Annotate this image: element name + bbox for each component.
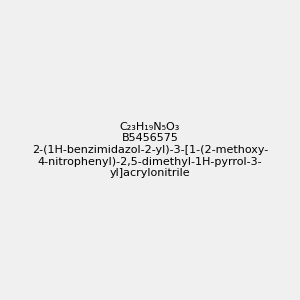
Text: C₂₃H₁₉N₅O₃
B5456575
2-(1H-benzimidazol-2-yl)-3-[1-(2-methoxy-
4-nitrophenyl)-2,5: C₂₃H₁₉N₅O₃ B5456575 2-(1H-benzimidazol-2…: [32, 122, 268, 178]
